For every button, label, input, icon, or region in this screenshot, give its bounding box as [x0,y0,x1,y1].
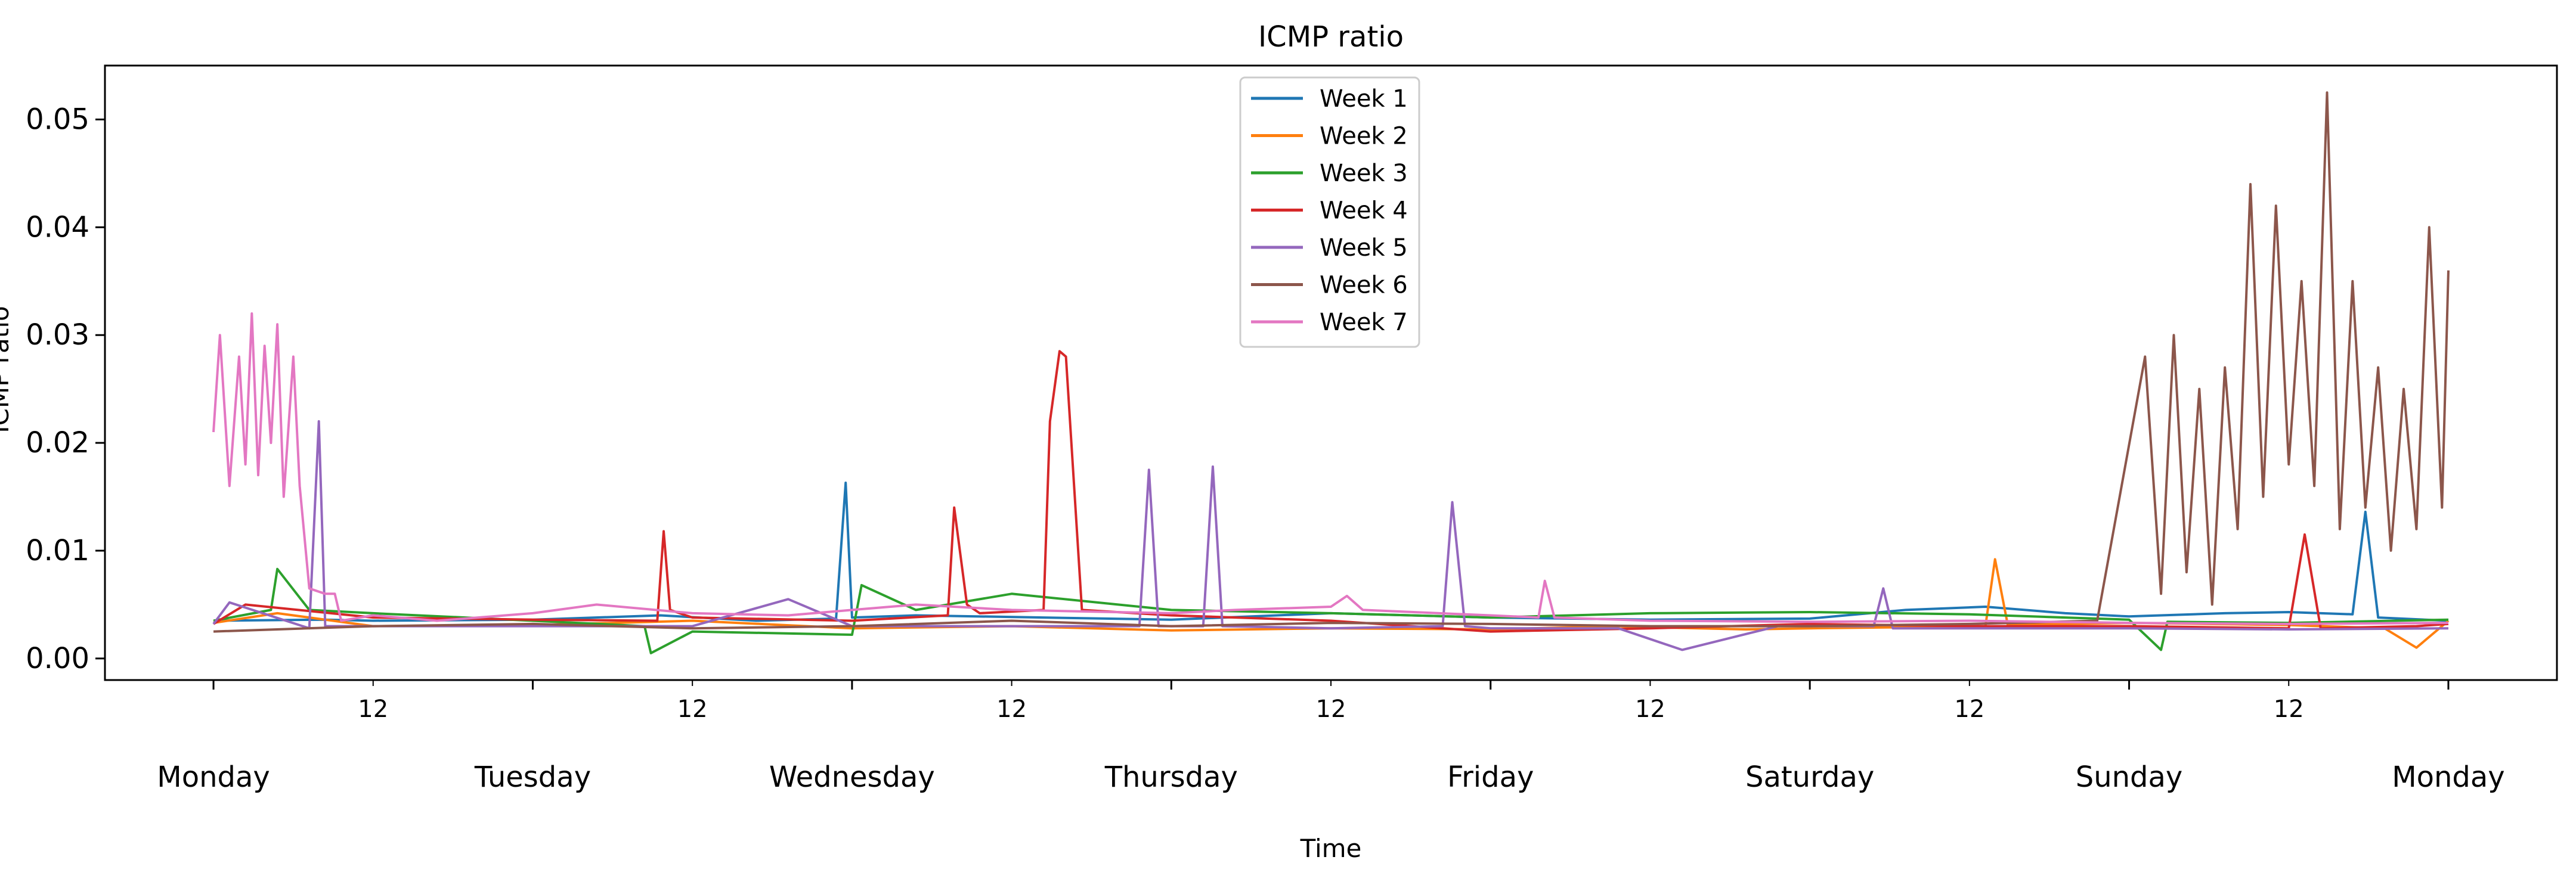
x-day-label: Monday [2392,760,2505,794]
x-hour-label: 12 [2274,696,2304,723]
legend-label-week-5: Week 5 [1320,234,1408,262]
legend-box [1239,76,1420,348]
legend-label-week-3: Week 3 [1320,160,1408,187]
series-layer [212,91,2450,654]
x-day-label: Sunday [2076,760,2183,794]
x-hour-label: 12 [996,696,1027,723]
y-tick-label: 0.00 [26,642,89,675]
y-tick-label: 0.02 [26,426,89,460]
x-day-label: Wednesday [769,760,935,794]
y-tick-label: 0.01 [26,534,89,567]
legend-label-week-2: Week 2 [1320,123,1408,150]
legend-label-week-4: Week 4 [1320,197,1408,225]
y-tick-label: 0.04 [26,210,89,244]
series-line-week-3 [213,567,2449,654]
x-hour-label: 12 [1954,696,1984,723]
y-axis: 0.00 0.01 0.02 0.03 0.04 0.05 [26,103,105,675]
x-hour-label: 12 [358,696,388,723]
series-line-week-7 [212,312,2449,625]
legend: Week 1 Week 2 Week 3 Week 4 Week 5 Week 6 Week… [1239,76,1420,348]
y-axis-label: ICMP ratio [0,306,14,433]
x-hour-label: 12 [677,696,708,723]
x-day-label: Friday [1447,760,1534,794]
x-day-label: Tuesday [474,760,591,794]
series-line-week-4 [212,350,2449,633]
series-line-week-6 [213,91,2450,633]
x-axis-label: Time [1300,834,1362,863]
x-axis: Monday Tuesday Wednesday Thursday Friday Satu… [157,680,2505,794]
x-day-label: Saturday [1745,760,1874,794]
x-day-label: Monday [157,760,270,794]
y-tick-label: 0.05 [26,103,89,136]
x-hour-label: 12 [1316,696,1346,723]
legend-label-week-6: Week 6 [1320,272,1408,299]
x-hour-label: 12 [1635,696,1665,723]
legend-label-week-7: Week 7 [1320,309,1408,336]
legend-label-week-1: Week 1 [1320,85,1408,113]
x-day-label: Thursday [1104,760,1238,794]
y-tick-label: 0.03 [26,318,89,352]
chart-title: ICMP ratio [1258,20,1404,54]
